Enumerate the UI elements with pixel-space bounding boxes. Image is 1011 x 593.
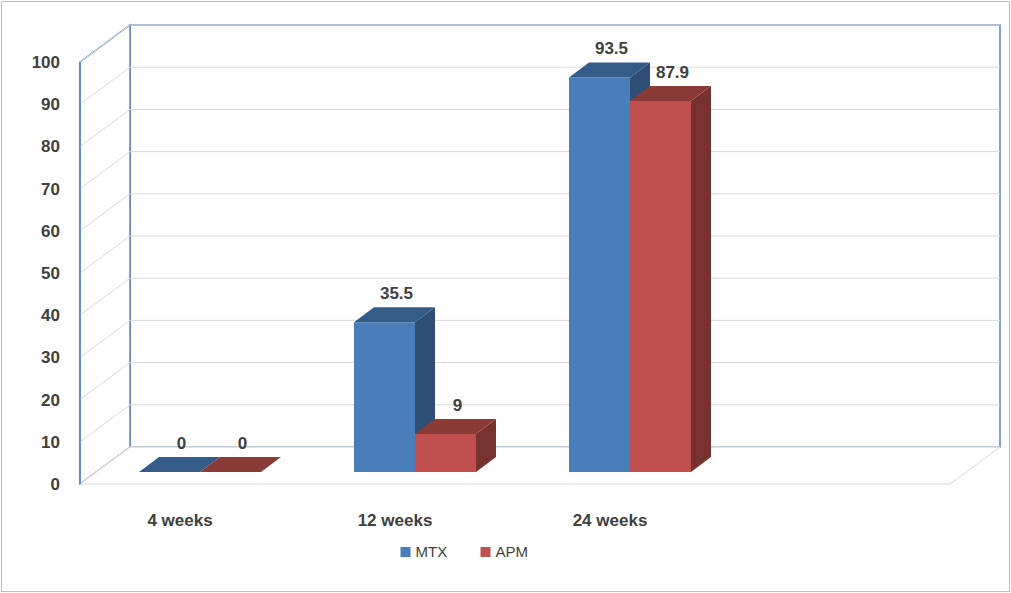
legend-swatch [401,547,411,557]
grid-line [80,152,1000,189]
bar [415,419,496,472]
data-label: 87.9 [656,63,689,82]
x-tick-label: 12 weeks [358,511,433,530]
legend-label: MTX [416,543,448,560]
bar-top [630,86,711,101]
y-tick-label: 50 [41,264,60,283]
y-axis-line [79,62,81,484]
bar-front [569,77,630,472]
y-tick-label: 30 [41,348,60,367]
grid-line [80,320,1000,357]
bar [630,86,711,472]
legend: MTX APM [401,543,529,560]
grid-line [80,447,1000,484]
bars [139,62,711,472]
bar-top [415,419,496,434]
y-tick-label: 90 [41,95,60,114]
bar-top [200,457,281,472]
bar [200,457,281,472]
y-tick-label: 10 [41,433,60,452]
floor [80,447,1000,484]
grid-line [80,363,1000,400]
grid-line [80,236,1000,273]
y-tick-label: 100 [32,53,60,72]
grid-line [80,109,1000,146]
grid-line [80,405,1000,442]
bar-top [354,307,435,322]
legend-label: APM [496,543,529,560]
bar-front [354,322,415,472]
grid-line [80,25,1000,62]
chart-border [2,2,1010,592]
data-label: 0 [238,434,247,453]
data-label: 0 [177,434,186,453]
data-label: 93.5 [595,39,628,58]
grid-line [80,194,1000,231]
bar-front [630,101,691,472]
y-tick-label: 60 [41,222,60,241]
data-label: 9 [453,396,462,415]
bar-front [415,434,476,472]
bar-side [691,86,711,472]
x-tick-label: 24 weeks [573,511,648,530]
y-tick-label: 80 [41,137,60,156]
chart-root: 0 10 20 30 40 50 60 70 80 90 100 0 0 35.5 9 93.5 87.9 4 w… [0,0,1011,593]
legend-swatch [481,547,491,557]
grid-line [80,278,1000,315]
y-tick-label: 40 [41,306,60,325]
data-labels: 0 0 35.5 9 93.5 87.9 [177,39,689,453]
grid-line [80,67,1000,104]
y-tick-label: 20 [41,391,60,410]
x-tick-label: 4 weeks [147,511,212,530]
data-label: 35.5 [380,284,413,303]
bar-top [569,62,650,77]
y-tick-label: 0 [51,475,60,494]
y-tick-label: 70 [41,180,60,199]
chart: 0 10 20 30 40 50 60 70 80 90 100 0 0 35.5 9 93.5 87.9 4 w… [0,0,1011,593]
